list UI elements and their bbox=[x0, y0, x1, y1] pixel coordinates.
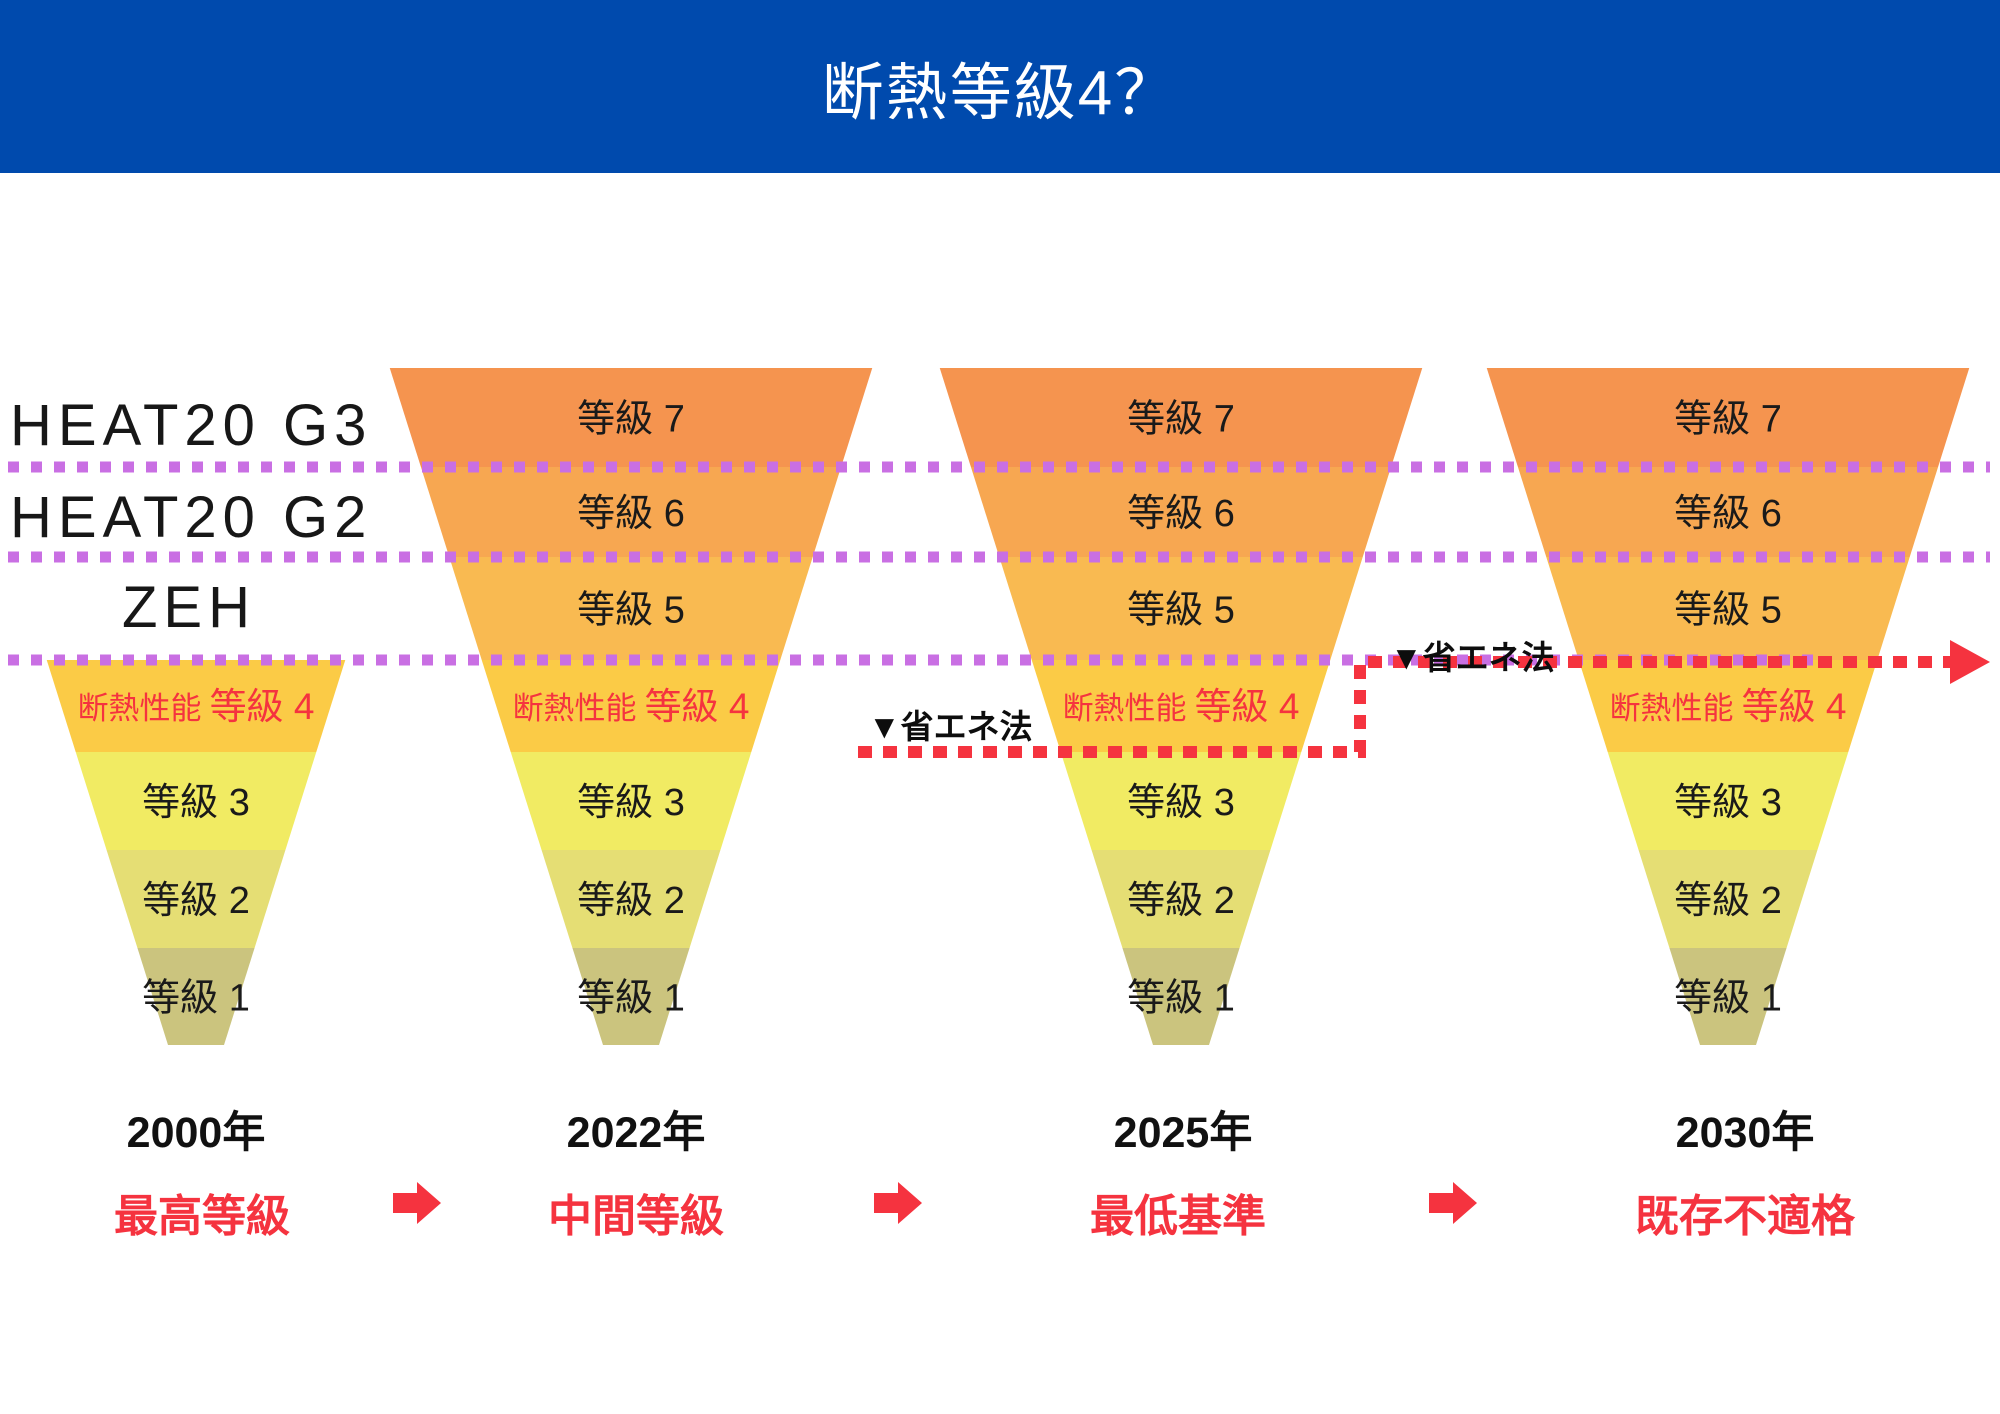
funnel-1-grade-1-band bbox=[572, 948, 690, 1045]
status-label-2000: 最高等級 bbox=[114, 1192, 290, 1241]
funnel-2-grade-7-label: 等級 7 bbox=[1127, 399, 1235, 441]
funnel-3-grade-3-label: 等級 3 bbox=[1674, 782, 1782, 824]
year-label-2000: 2000年 bbox=[126, 1109, 266, 1157]
status-label-2025: 最低基準 bbox=[1090, 1192, 1266, 1241]
funnel-2-grade-2-label: 等級 2 bbox=[1127, 880, 1235, 922]
funnel-3-grade-2-band bbox=[1638, 850, 1818, 948]
funnel-2-grade-5-label: 等級 5 bbox=[1127, 590, 1235, 632]
guide-label-zeh: ZEH bbox=[122, 575, 256, 640]
funnel-2-grade-3-label: 等級 3 bbox=[1127, 782, 1235, 824]
funnel-1-grade-6-band bbox=[420, 467, 842, 557]
funnel-3-grade-1-band bbox=[1669, 948, 1787, 1045]
funnel-3-grade-4-band bbox=[1578, 660, 1878, 752]
funnel-3-grade-3-band bbox=[1607, 752, 1849, 850]
flow-arrow-icon-1 bbox=[874, 1182, 922, 1224]
funnel-3-grade-1-label: 等級 1 bbox=[1674, 978, 1782, 1020]
funnel-2-grade-4-band bbox=[1031, 660, 1331, 752]
funnel-1-grade-2-label: 等級 2 bbox=[577, 880, 685, 922]
funnel-1-grade-2-band bbox=[541, 850, 721, 948]
funnel-0-grade-1-band bbox=[137, 948, 255, 1045]
flow-arrow-icon-0 bbox=[393, 1182, 441, 1224]
guide-label-heat20-g2: HEAT20 G2 bbox=[10, 485, 373, 550]
title-banner: 断熱等級4？ bbox=[0, 0, 2000, 173]
red-dotted-shoene-line bbox=[858, 656, 1950, 758]
flow-arrow-icon-2 bbox=[1429, 1182, 1477, 1224]
status-label-2030: 既存不適格 bbox=[1635, 1192, 1855, 1241]
page-title: 断熱等級4？ bbox=[821, 58, 1179, 128]
funnel-2-grade-1-band bbox=[1122, 948, 1240, 1045]
funnel-0-grade-1-label: 等級 1 bbox=[142, 978, 250, 1020]
annotation-shoene-law-2025: ▼省エネ法 bbox=[868, 708, 1033, 745]
funnel-3-grade-5-band bbox=[1546, 557, 1910, 660]
funnel-1-grade-5-band bbox=[449, 557, 813, 660]
funnel-1-grade-7-band bbox=[389, 368, 873, 467]
funnel-0-grade-2-band bbox=[106, 850, 286, 948]
funnel-2-grade-6-band bbox=[970, 467, 1392, 557]
funnel-1-grade-4-label: 断熱性能 等級 4 bbox=[513, 686, 750, 727]
funnel-1-grade-7-label: 等級 7 bbox=[577, 399, 685, 441]
funnel-2-grade-7-band bbox=[939, 368, 1423, 467]
funnel-3-grade-7-label: 等級 7 bbox=[1674, 399, 1782, 441]
funnel-1-grade-6-label: 等級 6 bbox=[577, 493, 685, 535]
red-line-arrowhead-icon bbox=[1950, 640, 1990, 684]
funnel-2-grade-6-label: 等級 6 bbox=[1127, 493, 1235, 535]
funnel-0-grade-4-label: 断熱性能 等級 4 bbox=[78, 686, 315, 727]
annotation-shoene-law-2030: ▼省エネ法 bbox=[1390, 639, 1555, 676]
year-label-2022: 2022年 bbox=[566, 1109, 706, 1157]
funnel-2-grade-4-label: 断熱性能 等級 4 bbox=[1063, 686, 1300, 727]
funnel-1-grade-3-band bbox=[510, 752, 752, 850]
funnel-1-grade-1-label: 等級 1 bbox=[577, 978, 685, 1020]
funnel-2-grade-3-band bbox=[1060, 752, 1302, 850]
funnel-0-grade-3-band bbox=[75, 752, 317, 850]
year-label-2030: 2030年 bbox=[1675, 1109, 1815, 1157]
funnel-3-grade-6-label: 等級 6 bbox=[1674, 493, 1782, 535]
funnel-3-grade-2-label: 等級 2 bbox=[1674, 880, 1782, 922]
funnel-0-grade-4-band bbox=[46, 660, 346, 752]
year-label-2025: 2025年 bbox=[1113, 1109, 1253, 1157]
status-label-2022: 中間等級 bbox=[548, 1192, 724, 1241]
funnel-1-grade-4-band bbox=[481, 660, 781, 752]
funnel-3-grade-6-band bbox=[1517, 467, 1939, 557]
funnel-2-grade-1-label: 等級 1 bbox=[1127, 978, 1235, 1020]
funnel-1-grade-5-label: 等級 5 bbox=[577, 590, 685, 632]
funnel-2-grade-5-band bbox=[999, 557, 1363, 660]
funnel-2-grade-2-band bbox=[1091, 850, 1271, 948]
funnel-0-grade-3-label: 等級 3 bbox=[142, 782, 250, 824]
funnel-0-grade-2-label: 等級 2 bbox=[142, 880, 250, 922]
funnel-1-grade-3-label: 等級 3 bbox=[577, 782, 685, 824]
funnel-3-grade-7-band bbox=[1486, 368, 1970, 467]
funnel-3-grade-5-label: 等級 5 bbox=[1674, 590, 1782, 632]
guide-label-heat20-g3: HEAT20 G3 bbox=[10, 393, 373, 458]
funnel-3-grade-4-label: 断熱性能 等級 4 bbox=[1610, 686, 1847, 727]
